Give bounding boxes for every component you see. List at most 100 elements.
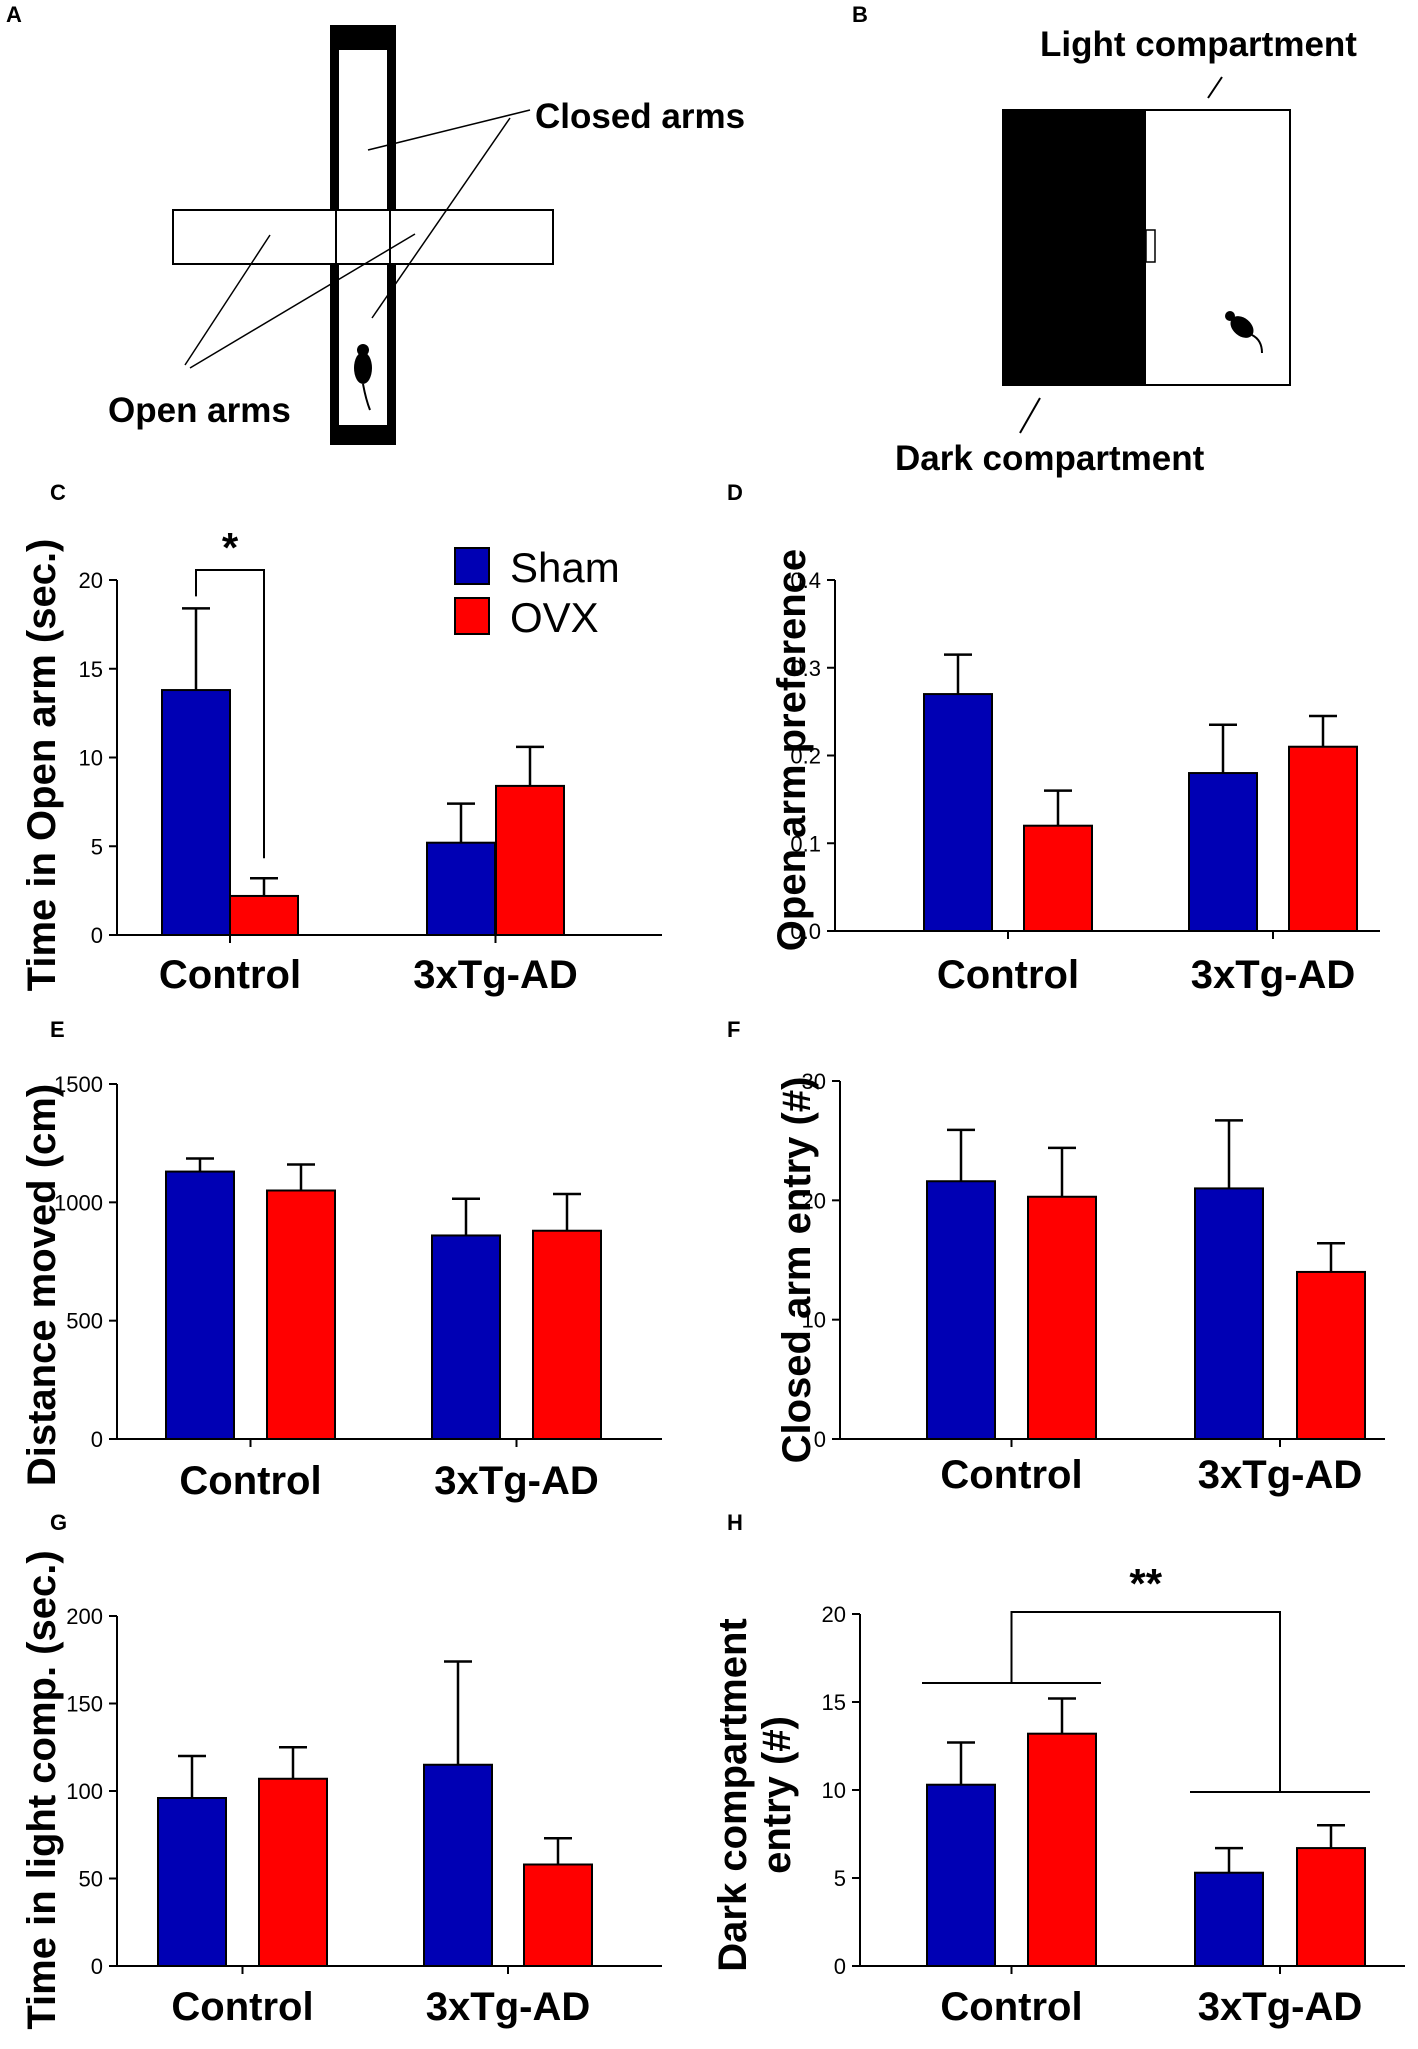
legend-ovx-label: OVX — [510, 594, 599, 641]
door — [1145, 229, 1156, 263]
closed-arms-label: Closed arms — [535, 97, 745, 136]
bar-ovx-3xtg-ad — [532, 1229, 602, 1440]
significance-bracket — [1010, 1611, 1281, 1792]
bar-ovx-control — [258, 1777, 328, 1967]
y-tick-label: 200 — [66, 1604, 103, 1629]
bar-ovx-3xtg-ad — [1296, 1847, 1366, 1967]
legend-sham-label: Sham — [510, 544, 620, 591]
dark-compartment-label: Dark compartment — [895, 439, 1205, 478]
bar-ovx-control — [229, 894, 299, 937]
arrows-open — [184, 233, 416, 369]
light-compartment-label: Light compartment — [1040, 25, 1357, 64]
y-axis-label: Distance moved (cm) — [20, 1084, 64, 1486]
x-category-label: Control — [171, 1985, 313, 2029]
bar-ovx-3xtg-ad — [495, 784, 565, 937]
bar-sham-3xtg-ad — [1188, 772, 1258, 932]
panel-label-a: A — [6, 2, 22, 27]
panel-a-diagram: A Closed arms Open arms — [6, 2, 745, 445]
x-category-label: Control — [937, 953, 1079, 997]
arrows-closed — [367, 109, 531, 319]
y-tick-label: 30 — [802, 1069, 826, 1094]
y-tick-label: 20 — [79, 568, 103, 593]
panel-label-g: G — [50, 1510, 67, 1535]
chart-dark-compartment-entry: 0 5 10 15 20 Control 3xTg-AD Dark compartment en… — [711, 1560, 1405, 2029]
bar-sham-control — [926, 1783, 996, 1967]
legend-sham-swatch — [454, 547, 490, 585]
bar-ovx-3xtg-ad — [523, 1863, 593, 1967]
mouse-icon — [354, 344, 372, 411]
y-axis-label: Open arm preference — [770, 549, 814, 951]
y-tick-label: 0.0 — [790, 919, 821, 944]
chart-time-light-comp: 0 50 100 150 200 Control 3xTg-AD Time in light … — [20, 1550, 662, 2030]
bar-ovx-control — [266, 1189, 336, 1440]
panel-b-diagram: B Light compartment Dark compartment — [852, 2, 1357, 478]
chart-closed-arm-entry: 0 10 20 30 Control 3xTg-AD Closed arm entry (#… — [775, 1069, 1385, 1497]
x-category-label: 3xTg-AD — [1198, 1985, 1362, 2029]
y-tick-label: 5 — [834, 1866, 846, 1891]
bar-sham-3xtg-ad — [426, 841, 496, 937]
bar-sham-3xtg-ad — [423, 1763, 493, 1967]
y-tick-label: 150 — [66, 1692, 103, 1717]
significance-marker: * — [222, 524, 239, 571]
y-axis-label: Time in Open arm (sec.) — [20, 539, 64, 992]
y-axis-label: entry (#) — [755, 1716, 799, 1874]
y-tick-label: 0 — [814, 1427, 826, 1452]
y-tick-label: 15 — [822, 1690, 846, 1715]
y-tick-label: 0 — [91, 1427, 103, 1452]
bar-ovx-3xtg-ad — [1288, 745, 1358, 932]
panel-label-d: D — [727, 480, 743, 505]
dark-compartment — [1003, 110, 1146, 385]
open-arms-label: Open arms — [108, 391, 291, 430]
y-tick-label: 15 — [79, 657, 103, 682]
mouse-icon-b — [1225, 311, 1263, 354]
panel-label-e: E — [50, 1017, 65, 1042]
panel-label-c: C — [50, 480, 66, 505]
bar-sham-control — [923, 693, 993, 933]
bar-sham-control — [157, 1797, 227, 1967]
y-tick-label: 0 — [91, 1954, 103, 1979]
y-tick-label: 0.3 — [790, 656, 821, 681]
y-axis-label: Closed arm entry (#) — [775, 1077, 819, 1464]
legend: Sham OVX — [454, 544, 620, 641]
y-tick-label: 10 — [79, 746, 103, 771]
bar-sham-3xtg-ad — [1194, 1871, 1264, 1967]
significance-marker: ** — [1129, 1560, 1162, 1607]
x-category-label: Control — [940, 1985, 1082, 2029]
chart-time-open-arm: 0 5 10 15 20 Control 3xTg-AD Time in Open arm (… — [20, 524, 662, 997]
bar-ovx-control — [1023, 824, 1093, 933]
bar-sham-control — [165, 1170, 235, 1440]
y-tick-label: 0.2 — [790, 744, 821, 769]
x-category-label: 3xTg-AD — [434, 1459, 598, 1503]
panel-label-f: F — [727, 1017, 740, 1042]
bar-sham-3xtg-ad — [1194, 1187, 1264, 1441]
bar-ovx-3xtg-ad — [1296, 1270, 1366, 1441]
x-category-label: Control — [940, 1453, 1082, 1497]
y-tick-label: 10 — [822, 1778, 846, 1803]
x-category-label: 3xTg-AD — [1191, 953, 1355, 997]
x-category-label: 3xTg-AD — [426, 1985, 590, 2029]
chart-open-arm-preference: 0.0 0.1 0.2 0.3 0.4 Control 3xTg-AD Open arm pr… — [770, 549, 1380, 997]
y-tick-label: 50 — [79, 1867, 103, 1892]
x-category-label: 3xTg-AD — [413, 953, 577, 997]
y-axis-label: Dark compartment — [711, 1618, 755, 1971]
bar-sham-3xtg-ad — [431, 1234, 501, 1441]
panel-label-h: H — [727, 1510, 743, 1535]
y-tick-label: 10 — [802, 1308, 826, 1333]
y-tick-label: 20 — [802, 1188, 826, 1213]
open-arm — [172, 209, 554, 265]
y-tick-label: 100 — [66, 1779, 103, 1804]
panel-label-b: B — [852, 2, 868, 27]
x-category-label: Control — [179, 1459, 321, 1503]
y-axis-label: Time in light comp. (sec.) — [20, 1550, 64, 2029]
bar-ovx-control — [1027, 1732, 1097, 1968]
y-tick-label: 1000 — [54, 1190, 103, 1215]
x-category-label: 3xTg-AD — [1198, 1453, 1362, 1497]
y-tick-label: 0.4 — [790, 568, 821, 593]
bar-sham-control — [926, 1180, 996, 1440]
y-tick-label: 1500 — [54, 1072, 103, 1097]
legend-ovx-swatch — [454, 597, 490, 635]
arrow-dark — [1019, 397, 1041, 434]
arrow-light — [1207, 76, 1223, 99]
significance-bracket — [195, 569, 265, 859]
